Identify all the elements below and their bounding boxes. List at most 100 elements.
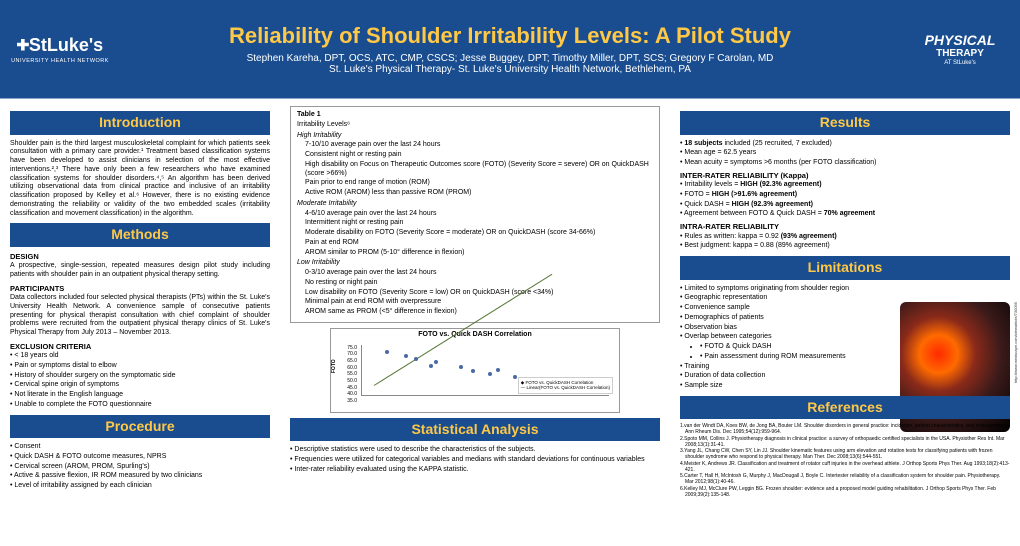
list-item: Quick DASH & FOTO outcome measures, NPRS xyxy=(10,453,270,462)
list-item: Pain assessment during ROM measurements xyxy=(690,353,900,362)
table-title: Table 1 xyxy=(297,111,653,120)
logo-right-l2: THERAPY xyxy=(908,48,1012,59)
stats-list: Descriptive statistics were used to desc… xyxy=(290,446,660,474)
chart-point xyxy=(414,357,418,361)
procedure-list: ConsentQuick DASH & FOTO outcome measure… xyxy=(10,443,270,491)
list-item: Consistent night or resting pain xyxy=(297,151,653,160)
chart-title: FOTO vs. Quick DASH Correlation xyxy=(331,329,619,342)
list-item: Convenience sample xyxy=(680,304,900,313)
list-item: No resting or night pain xyxy=(297,279,653,288)
list-item: 4-6/10 average pain over the last 24 hou… xyxy=(297,210,653,219)
chart-ytick: 75.0 xyxy=(335,345,357,351)
list-item: Agreement between FOTO & Quick DASH = 70… xyxy=(680,210,900,219)
list-item: 18 subjects included (25 recruited, 7 ex… xyxy=(680,140,900,149)
brand-text: StLuke's xyxy=(29,35,103,55)
column-right: http://www.medscape.com/viewarticle/7300… xyxy=(670,102,1020,546)
list-item: Sample size xyxy=(680,382,900,391)
column-center: Table 1 Irritability Levels⁶ High Irrita… xyxy=(280,102,670,546)
table-1: Table 1 Irritability Levels⁶ High Irrita… xyxy=(290,106,660,323)
list-item: < 18 years old xyxy=(10,352,270,361)
reference-item: 5.Carter T, Hall H, McIntosh G, Murphy J… xyxy=(680,474,1010,486)
list-item: FOTO = HIGH (>91.6% agreement) xyxy=(680,191,900,200)
poster-title: Reliability of Shoulder Irritability Lev… xyxy=(120,23,900,49)
list-item: Geographic representation xyxy=(680,294,900,303)
section-head-results: Results xyxy=(680,111,1010,135)
list-item: Quick DASH = HIGH (92.3% agreement) xyxy=(680,201,900,210)
list-item: Best judgment: kappa = 0.88 (89% agreeme… xyxy=(680,242,900,251)
brand-sub: UNIVERSITY HEALTH NETWORK xyxy=(10,58,110,64)
chart-point xyxy=(471,369,475,373)
list-item: Inter-rater reliability evaluated using … xyxy=(290,466,660,475)
list-item: Irritability levels = HIGH (92.3% agreem… xyxy=(680,181,900,190)
list-item: Unable to complete the FOTO questionnair… xyxy=(10,401,270,410)
section-head-procedure: Procedure xyxy=(10,415,270,439)
section-head-limitations: Limitations xyxy=(680,256,1010,280)
results-inter-list: Irritability levels = HIGH (92.3% agreem… xyxy=(680,181,900,219)
design-head: DESIGN xyxy=(10,252,270,261)
list-item: Low disability on FOTO (Severity Score =… xyxy=(297,289,653,298)
poster-authors: Stephen Kareha, DPT, OCS, ATC, CMP, CSCS… xyxy=(120,53,900,64)
level-high: High Irritability xyxy=(297,132,653,141)
list-item: Active ROM (AROM) less than passive ROM … xyxy=(297,189,653,198)
chart-ytick: 45.0 xyxy=(335,385,357,391)
list-item: Observation bias xyxy=(680,324,900,333)
list-item: Frequencies were utilized for categorica… xyxy=(290,456,660,465)
list-item: Pain or symptoms distal to elbow xyxy=(10,362,270,371)
limitations-sublist: FOTO & Quick DASHPain assessment during … xyxy=(680,343,900,362)
reference-item: 2.Spoto MM, Collins J. Physiotherapy dia… xyxy=(680,437,1010,449)
chart-ytick: 35.0 xyxy=(335,398,357,404)
section-head-methods: Methods xyxy=(10,223,270,247)
chart-point xyxy=(513,375,517,379)
column-left: Introduction Shoulder pain is the third … xyxy=(0,102,280,546)
section-head-introduction: Introduction xyxy=(10,111,270,135)
list-item: Cervical screen (AROM, PROM, Spurling's) xyxy=(10,463,270,472)
chart-ytick: 70.0 xyxy=(335,351,357,357)
chart-point xyxy=(434,360,438,364)
reference-item: 3.Yang JL, Chang CW, Chen SY, Lin JJ. Sh… xyxy=(680,449,1010,461)
reference-item: 6.Kelley MJ, McClure PW, Leggin BG. Froz… xyxy=(680,487,1010,499)
chart-point xyxy=(496,368,500,372)
intro-body: Shoulder pain is the third largest muscu… xyxy=(10,140,270,219)
list-item: History of shoulder surgery on the sympt… xyxy=(10,372,270,381)
section-head-references: References xyxy=(680,396,1010,420)
chart-legend1: FOTO vs. QuickDASH Correlation xyxy=(526,380,594,385)
exclusion-list: < 18 years oldPain or symptoms distal to… xyxy=(10,352,270,410)
list-item: Pain prior to end range of motion (ROM) xyxy=(297,179,653,188)
list-item: Overlap between categories xyxy=(680,333,900,342)
chart-ytick: 50.0 xyxy=(335,378,357,384)
chart-point xyxy=(488,372,492,376)
list-item: Mean age = 62.5 years xyxy=(680,149,900,158)
list-item: Consent xyxy=(10,443,270,452)
limitations-list2: TrainingDuration of data collectionSampl… xyxy=(680,363,900,391)
chart-ytick: 65.0 xyxy=(335,358,357,364)
header-center: Reliability of Shoulder Irritability Lev… xyxy=(120,23,900,75)
list-item: Cervical spine origin of symptoms xyxy=(10,381,270,390)
level-moderate: Moderate Irritability xyxy=(297,200,653,209)
poster-columns: Introduction Shoulder pain is the third … xyxy=(0,102,1020,546)
reference-item: 4.Meister K, Andrews JR. Classification … xyxy=(680,462,1010,474)
logo-right-l3: AT StLuke's xyxy=(908,60,1012,66)
design-body: A prospective, single-session, repeated … xyxy=(10,262,270,280)
table-subtitle: Irritability Levels⁶ xyxy=(297,121,653,130)
chart-point xyxy=(385,350,389,354)
list-item: Moderate disability on FOTO (Severity Sc… xyxy=(297,229,653,238)
logo-left: StLuke's UNIVERSITY HEALTH NETWORK xyxy=(0,35,120,64)
limitations-list: Limited to symptoms originating from sho… xyxy=(680,285,900,343)
participants-body: Data collectors included four selected p… xyxy=(10,294,270,338)
intra-head: INTRA-RATER RELIABILITY xyxy=(680,222,1010,231)
chart-ytick: 55.0 xyxy=(335,371,357,377)
list-item: Descriptive statistics were used to desc… xyxy=(290,446,660,455)
list-item: Mean acuity = symptoms >6 months (per FO… xyxy=(680,159,900,168)
image-credit: http://www.medscape.com/viewarticle/7300… xyxy=(1013,302,1018,383)
list-item: Limited to symptoms originating from sho… xyxy=(680,285,900,294)
list-item: High disability on Focus on Therapeutic … xyxy=(297,161,653,179)
chart-legend: ◆ FOTO vs. QuickDASH Correlation — Linea… xyxy=(518,377,613,394)
correlation-chart: FOTO vs. Quick DASH Correlation FOTO ◆ F… xyxy=(330,328,620,413)
list-item: AROM same as PROM (<5° difference in fle… xyxy=(297,308,653,317)
list-item: Active & passive flexion, IR ROM measure… xyxy=(10,472,270,481)
list-item: Not literate in the English language xyxy=(10,391,270,400)
section-head-stats: Statistical Analysis xyxy=(290,418,660,442)
list-item: Level of irritability assigned by each c… xyxy=(10,482,270,491)
logo-right-l1: PHYSICAL xyxy=(908,32,1012,48)
exclusion-head: EXCLUSION CRITERIA xyxy=(10,342,270,351)
